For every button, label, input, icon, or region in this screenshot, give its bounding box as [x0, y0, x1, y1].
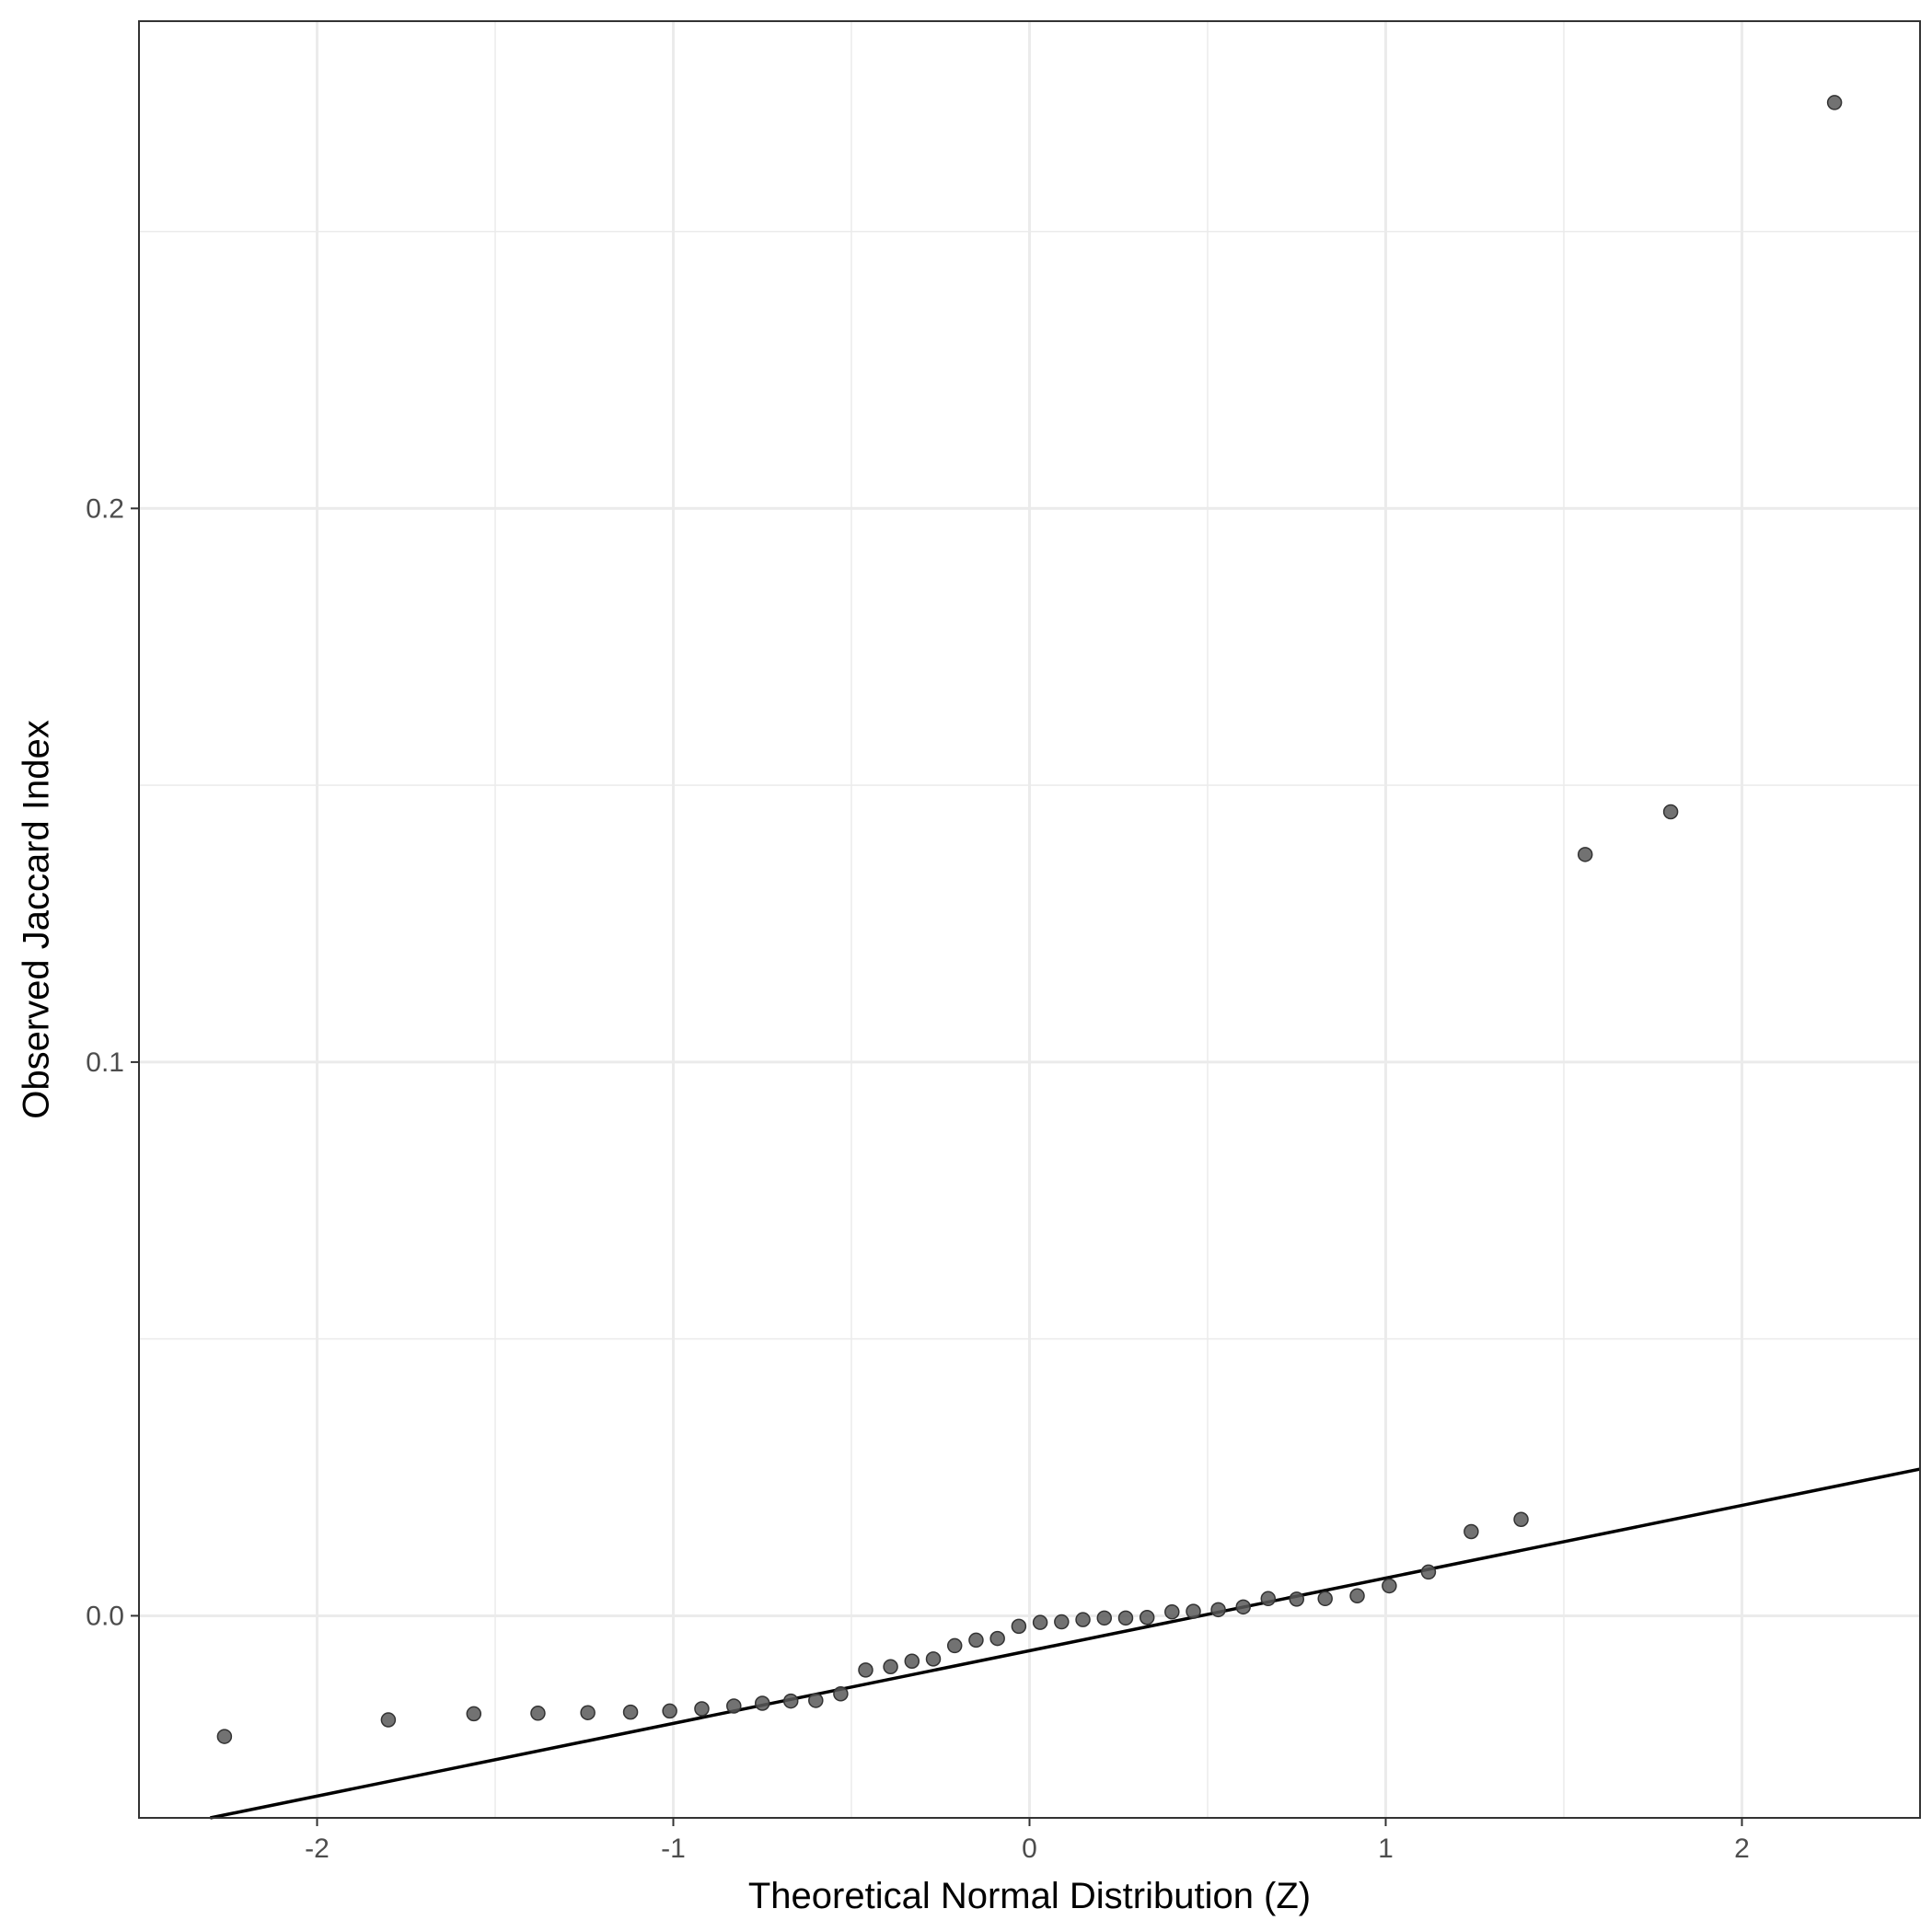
data-point	[1075, 1612, 1091, 1627]
x-tick-label: -2	[305, 1834, 330, 1864]
data-point	[1260, 1591, 1277, 1607]
data-point	[904, 1653, 920, 1670]
data-point	[694, 1701, 710, 1717]
y-tick-label: 0.2	[86, 493, 124, 524]
data-point	[808, 1693, 824, 1708]
y-axis: 0.0 0.1 0.2	[86, 493, 139, 1631]
data-point	[1662, 804, 1679, 820]
data-point	[580, 1705, 596, 1720]
y-tick-label: 0.0	[86, 1601, 124, 1631]
data-point	[1164, 1603, 1180, 1620]
data-point	[1210, 1602, 1226, 1618]
x-tick-label: 0	[1022, 1834, 1037, 1864]
data-point	[1096, 1610, 1113, 1626]
x-tick-label: 1	[1378, 1834, 1394, 1864]
data-point	[1054, 1614, 1070, 1630]
data-point	[1826, 95, 1843, 110]
data-point	[925, 1651, 942, 1667]
data-point	[858, 1662, 873, 1678]
data-point	[216, 1729, 233, 1744]
data-point	[989, 1630, 1005, 1647]
data-point	[883, 1659, 898, 1675]
data-point	[622, 1704, 639, 1720]
data-point	[1382, 1578, 1397, 1594]
data-point	[1117, 1610, 1134, 1626]
y-axis-title: Observed Jaccard Index	[17, 720, 57, 1119]
data-point	[782, 1693, 799, 1709]
data-point	[1349, 1588, 1365, 1604]
data-points	[216, 95, 1843, 1744]
data-point	[1420, 1564, 1437, 1580]
y-tick-label: 0.1	[86, 1047, 124, 1078]
x-axis: -2 -1 0 1 2	[305, 1818, 1750, 1864]
data-point	[755, 1695, 770, 1711]
data-point	[833, 1686, 849, 1702]
data-point	[1463, 1523, 1479, 1540]
data-point	[1186, 1603, 1201, 1619]
data-point	[1289, 1591, 1304, 1607]
data-point	[1577, 847, 1593, 862]
data-point	[1513, 1511, 1529, 1528]
data-point	[726, 1698, 742, 1714]
reference-line	[210, 1467, 1921, 1820]
data-point	[380, 1712, 397, 1728]
data-point	[530, 1706, 546, 1721]
major-gridlines	[139, 21, 1920, 1818]
data-point	[1317, 1591, 1333, 1607]
data-point	[968, 1632, 984, 1649]
data-point	[946, 1637, 963, 1654]
data-point	[1235, 1599, 1251, 1615]
data-point	[1011, 1618, 1027, 1635]
x-tick-label: -1	[661, 1834, 686, 1864]
x-tick-label: 2	[1734, 1834, 1750, 1864]
x-axis-title: Theoretical Normal Distribution (Z)	[748, 1876, 1311, 1916]
data-point	[662, 1703, 677, 1719]
data-point	[1139, 1609, 1155, 1625]
data-point	[1032, 1614, 1048, 1630]
data-point	[466, 1706, 482, 1722]
